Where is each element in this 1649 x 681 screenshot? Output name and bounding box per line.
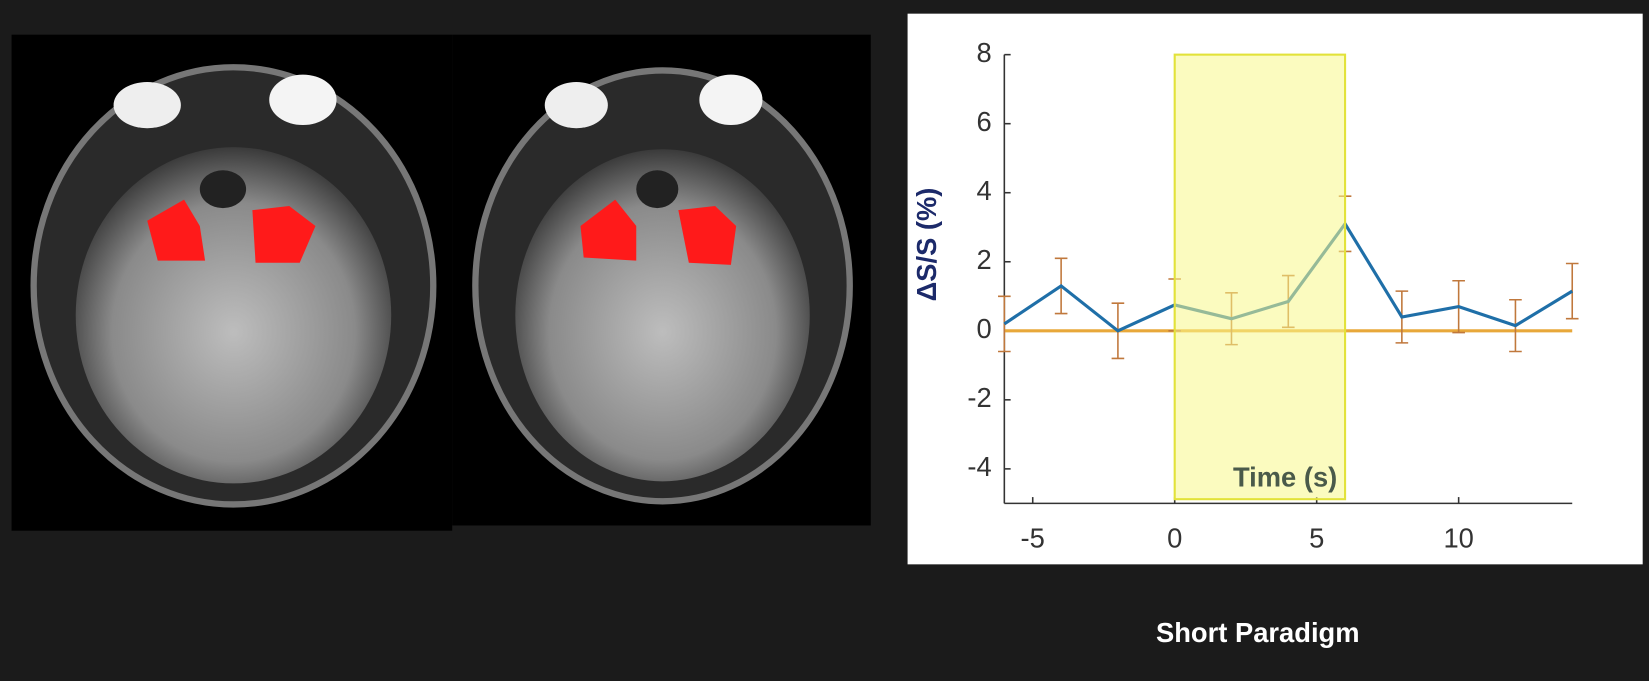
y-axis-label: ΔS/S (%) [911, 188, 942, 302]
x-tick-label: 0 [1167, 522, 1182, 553]
chart: -4 -2 0 2 4 6 8 -5 0 5 10 Time (s) ΔS/S (%) [911, 37, 1579, 553]
mri-image [11, 34, 453, 531]
shaded-span [1173, 53, 1347, 501]
error-bar [1565, 262, 1579, 320]
caption: Short Paradigm [1156, 617, 1360, 648]
y-tick-label: 8 [977, 37, 992, 68]
y-tick-label: 6 [977, 106, 992, 137]
x-axis-label: Time (s) [1233, 461, 1337, 492]
y-tick-label: -4 [967, 451, 991, 482]
y-tick-label: 4 [977, 175, 992, 206]
x-tick-label: -5 [1021, 522, 1045, 553]
x-tick-label: 5 [1309, 522, 1324, 553]
y-tick-label: -2 [967, 382, 991, 413]
y-tick-label: 2 [977, 244, 992, 275]
x-tick-label: 10 [1443, 522, 1473, 553]
y-tick-label: 0 [977, 313, 992, 344]
mri-image [452, 34, 871, 526]
